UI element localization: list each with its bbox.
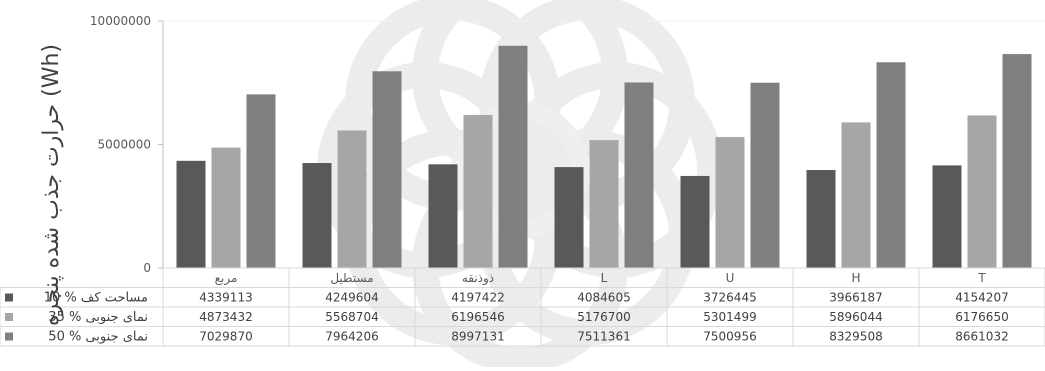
legend-swatch: [5, 293, 13, 302]
y-tick-label: 10000000: [90, 14, 151, 28]
bar: [806, 170, 836, 268]
data-label: 3726445: [703, 291, 756, 305]
data-label: 5301499: [703, 310, 756, 324]
bar: [176, 160, 206, 268]
data-table: مربع مستطیل ذوذنقه L U H T 10 % مساحت کف 4339113…: [0, 267, 1045, 347]
data-label: 7964206: [325, 330, 378, 344]
y-tick-label: 5000000: [98, 138, 151, 152]
category-label: مستطیل: [330, 271, 373, 285]
bar: [589, 140, 619, 268]
category-label: U: [726, 271, 735, 285]
bar: [302, 163, 332, 268]
bar: [372, 71, 402, 268]
bar: [680, 175, 710, 268]
data-label: 3966187: [829, 291, 882, 305]
y-axis-label: حرارت جذب شده پنجره (Wh): [39, 44, 64, 326]
category-label: T: [977, 271, 986, 285]
legend-label: 10 % مساحت کف: [44, 291, 148, 306]
data-label: 5568704: [325, 310, 378, 324]
bar: [1002, 54, 1032, 268]
bar: [554, 167, 584, 268]
data-label: 4339113: [199, 291, 252, 305]
data-label: 5176700: [577, 310, 630, 324]
bar: [750, 82, 780, 269]
legend-swatch: [5, 313, 13, 321]
watermark-ring: [479, 0, 696, 211]
legend-label: 50 % نمای جنوبی: [48, 330, 148, 345]
bar: [246, 94, 276, 268]
category-label: L: [601, 271, 608, 285]
y-axis: 0 5000000 10000000: [90, 14, 1045, 275]
bar: [498, 45, 528, 269]
data-label: 8661032: [955, 330, 1008, 344]
data-label: 8329508: [829, 330, 882, 344]
bar: [624, 82, 654, 268]
data-label: 7500956: [703, 330, 756, 344]
data-label: 4873432: [199, 310, 252, 324]
category-label: H: [851, 271, 860, 285]
data-label: 4084605: [577, 291, 630, 305]
legend-swatch: [5, 332, 13, 341]
y-tick-label: 0: [143, 261, 151, 275]
bar: [337, 130, 367, 268]
data-label: 8997131: [451, 330, 504, 344]
bar: [841, 122, 871, 269]
data-label: 4154207: [955, 291, 1008, 305]
bar: [463, 114, 493, 268]
data-label: 7029870: [199, 330, 252, 344]
category-label: مربع: [215, 271, 238, 286]
data-label: 4249604: [325, 291, 378, 305]
data-label: 5896044: [829, 310, 882, 324]
bar: [967, 115, 997, 269]
bar: [428, 164, 458, 268]
data-label: 4197422: [451, 291, 504, 305]
legend-label: 35 % نمای جنوبی: [48, 310, 148, 325]
bar: [211, 147, 241, 268]
data-label: 6196546: [451, 310, 504, 324]
bar: [715, 137, 745, 268]
category-label: ذوذنقه: [462, 271, 494, 286]
bar: [876, 62, 906, 268]
data-label: 7511361: [577, 330, 630, 344]
data-label: 6176650: [955, 310, 1008, 324]
bar: [932, 165, 962, 268]
